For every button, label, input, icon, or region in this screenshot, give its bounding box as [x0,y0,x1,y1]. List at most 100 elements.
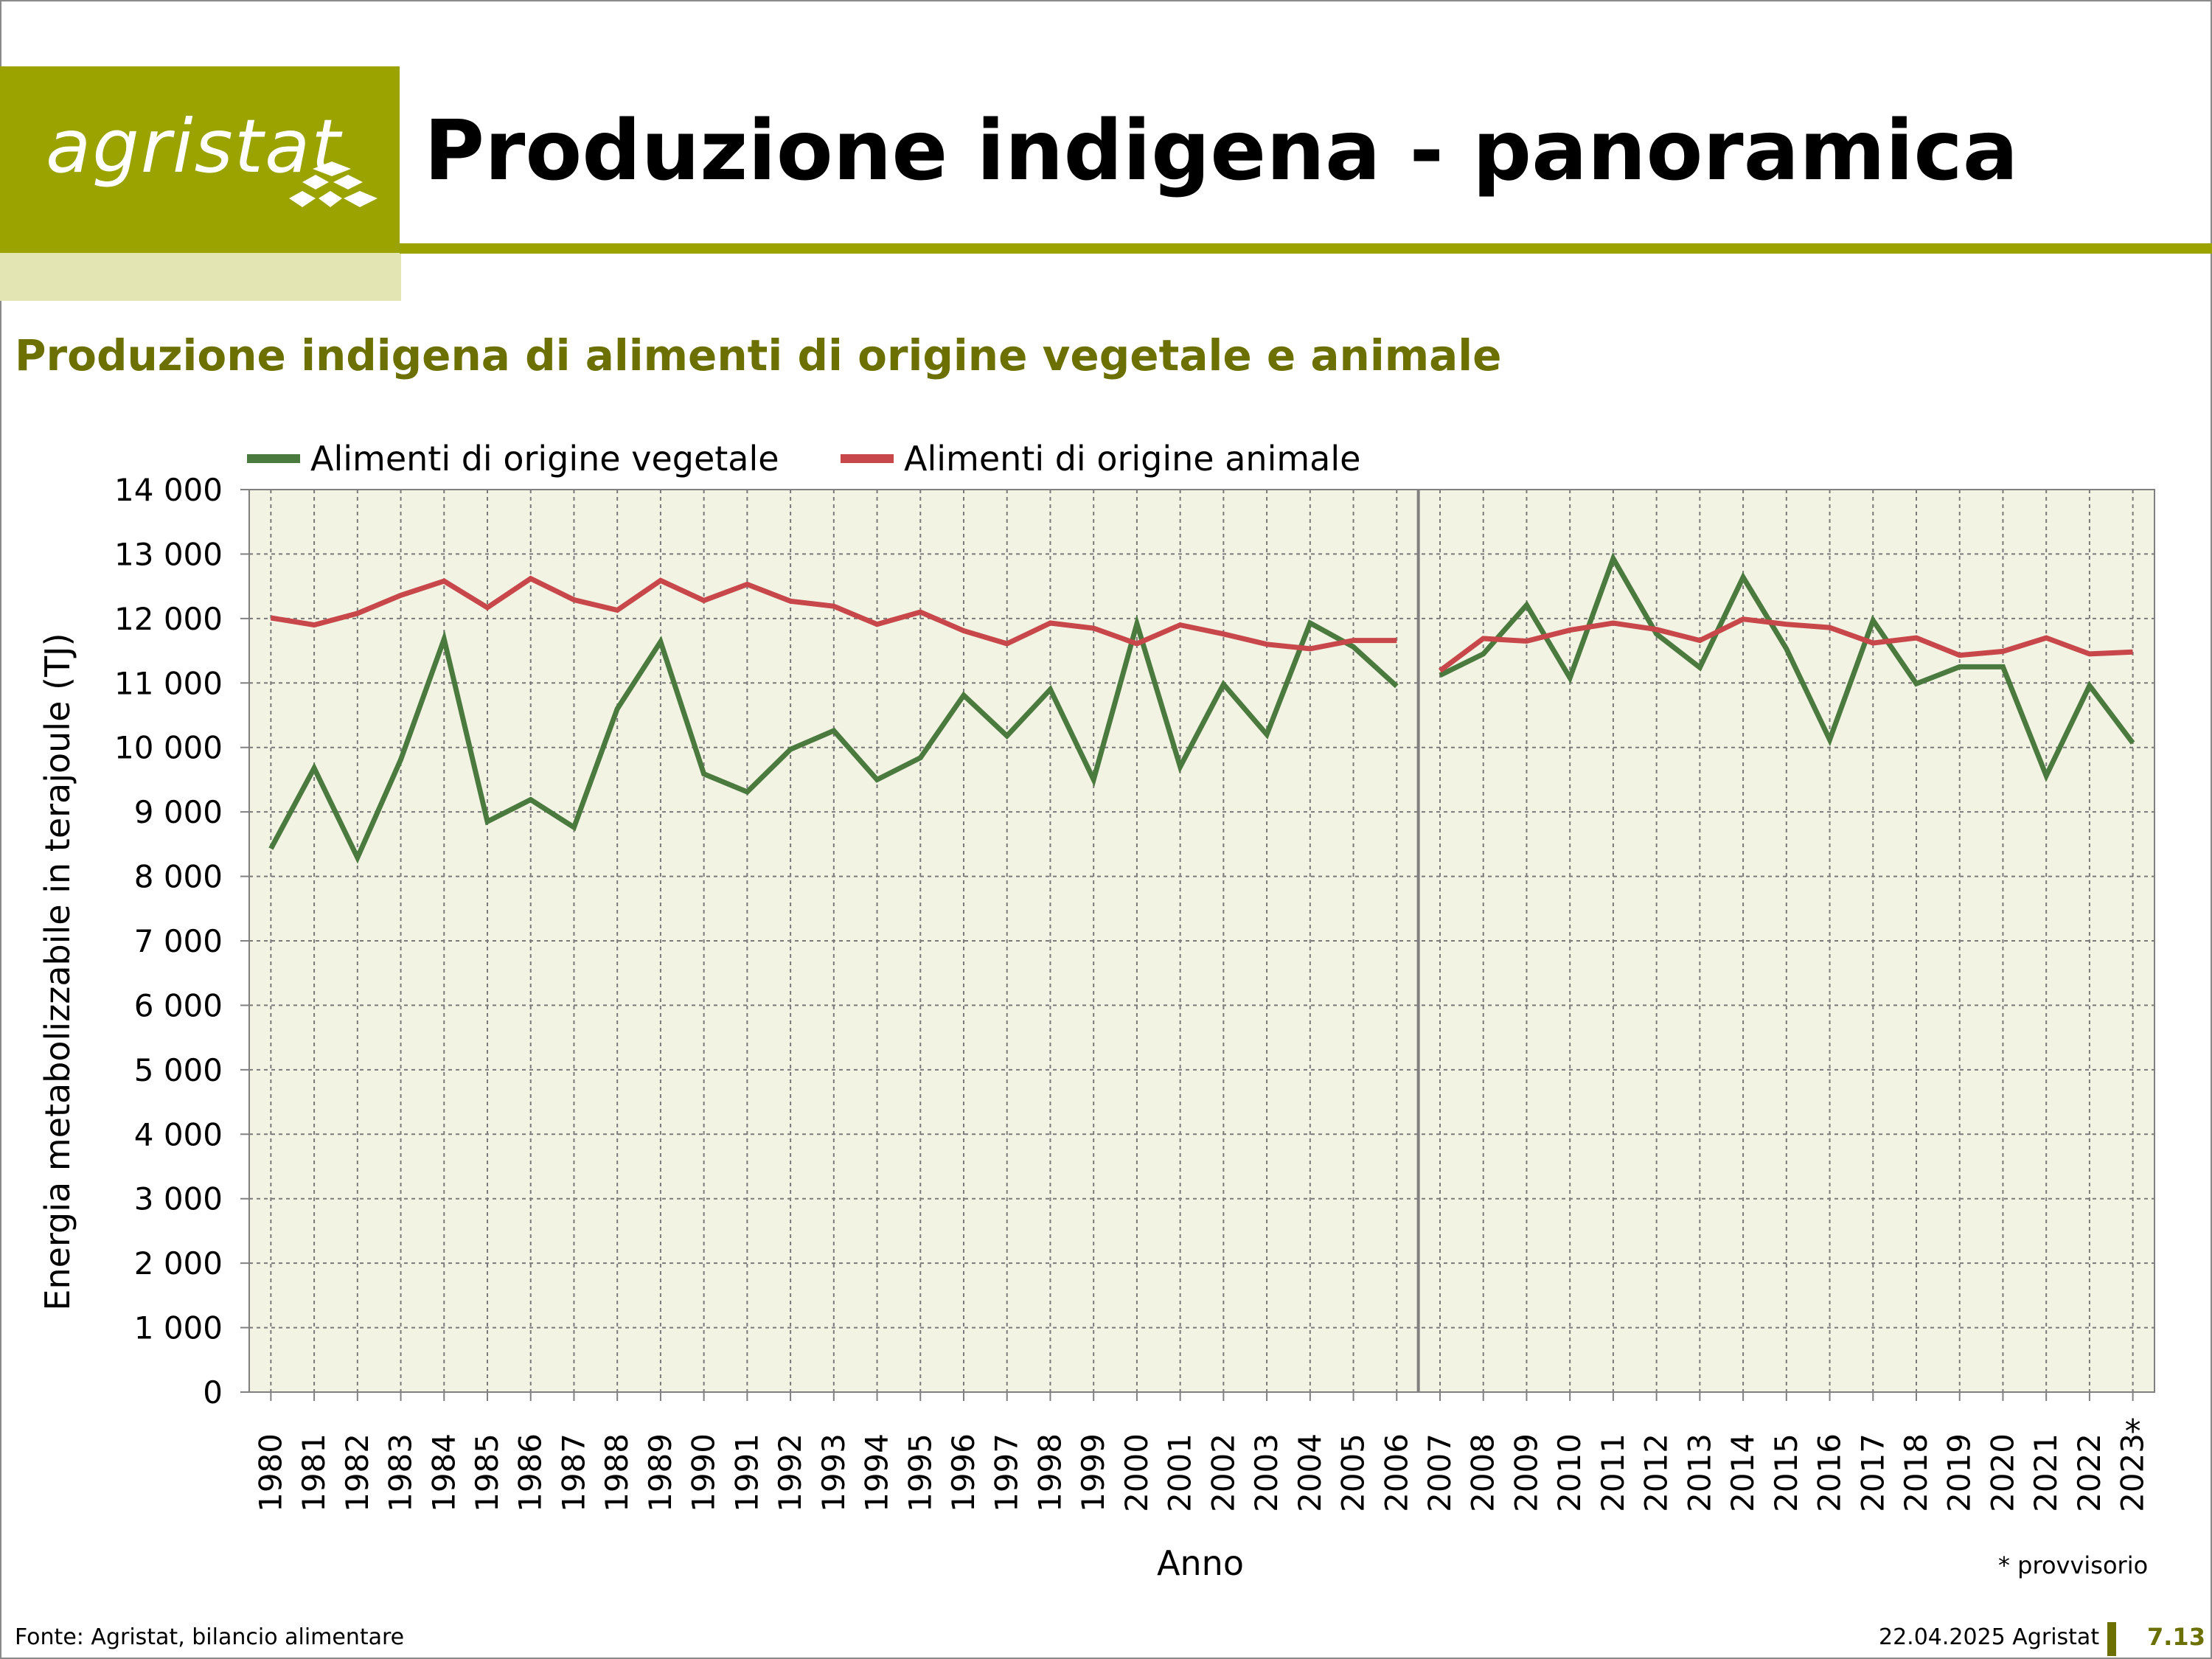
x-tick-label: 1985 [469,1433,505,1512]
point-animale [1437,668,1443,674]
logo-panel [0,66,400,253]
point-vegetale [961,692,967,698]
point-animale [2087,651,2093,657]
legend-item-animale: Alimenti di origine animale [841,439,1360,479]
point-vegetale [1827,737,1833,742]
point-animale [917,609,923,615]
point-animale [1394,638,1399,644]
chart-title: Produzione indigena di alimenti di origi… [15,330,1502,380]
point-animale [1004,641,1010,647]
point-vegetale [917,755,923,761]
point-vegetale [355,855,361,860]
x-tick-label: 2014 [1725,1433,1761,1512]
x-tick-label: 2018 [1898,1433,1934,1512]
x-tick-label: 2010 [1551,1433,1587,1512]
x-tick-label: 2021 [2028,1433,2064,1512]
y-tick-label: 13 000 [114,536,223,572]
x-tick-label: 1986 [512,1433,549,1512]
point-vegetale [874,776,880,782]
point-vegetale [1220,681,1226,687]
page-title: Produzione indigena - panoramica [424,103,2019,199]
footer-date: 22.04.2025 Agristat [1879,1624,2100,1650]
point-animale [1178,622,1183,628]
point-vegetale [1784,646,1790,652]
point-vegetale [1523,602,1529,608]
point-animale [1610,620,1616,626]
x-tick-label: 2009 [1508,1433,1544,1512]
point-animale [1351,638,1357,644]
x-tick-label: 2002 [1205,1433,1241,1512]
point-vegetale [831,728,837,734]
x-tick-label: 2011 [1595,1433,1631,1512]
point-vegetale [2000,664,2006,669]
x-tick-label: 2012 [1638,1433,1674,1512]
point-vegetale [1178,764,1183,770]
point-vegetale [1913,681,1919,686]
point-vegetale [571,824,577,830]
point-animale [398,592,404,598]
point-animale [1654,627,1660,633]
point-vegetale [528,797,534,803]
x-tick-label: 2017 [1854,1433,1891,1512]
point-vegetale [1264,731,1270,737]
point-animale [1697,638,1703,644]
x-tick-label: 1998 [1032,1433,1068,1512]
point-animale [1091,625,1096,631]
plot-border [248,489,2155,1393]
x-tick-label: 2000 [1119,1433,1155,1512]
point-animale [1827,625,1833,630]
point-vegetale [1004,733,1010,739]
point-vegetale [1307,620,1313,626]
x-tick-label: 2015 [1768,1433,1804,1512]
point-vegetale [1567,675,1573,681]
point-vegetale [311,765,317,771]
point-animale [614,607,620,613]
x-tick-label: 1991 [728,1433,765,1512]
point-vegetale [1740,574,1746,580]
y-tick-label: 8 000 [134,859,223,895]
x-tick-label: 1981 [296,1433,332,1512]
agristat-logo-mark-icon [289,161,378,207]
point-animale [2130,649,2136,655]
series-line-animale [1438,616,2133,673]
x-tick-label: 2003 [1248,1433,1284,1512]
point-vegetale [787,746,793,752]
x-tick-label: 1983 [383,1433,419,1512]
point-vegetale [1610,556,1616,562]
x-tick-label: 1989 [642,1433,678,1512]
x-tick-label: 2004 [1292,1433,1328,1512]
x-tick-label: 2005 [1335,1433,1371,1512]
x-tick-label: 1994 [859,1433,895,1512]
point-vegetale [2130,740,2136,746]
point-vegetale [701,771,707,777]
y-tick-label: 14 000 [114,472,223,508]
x-tick-label: 2020 [1984,1433,2020,1512]
point-vegetale [1870,617,1876,623]
point-animale [441,578,447,584]
series-line-vegetale [1439,552,2135,782]
y-tick-label: 0 [203,1374,223,1411]
point-vegetale [1481,651,1486,657]
footer-source: Fonte: Agristat, bilancio alimentare [15,1624,405,1650]
point-vegetale [2043,773,2049,779]
point-animale [355,611,361,616]
point-vegetale [398,757,404,762]
logo-underbar [0,253,401,301]
x-tick-label: 1990 [686,1433,722,1512]
point-animale [311,622,317,628]
point-animale [1307,646,1313,652]
point-vegetale [614,706,620,712]
series-line-vegetale [268,614,1399,864]
x-tick-label: 2007 [1422,1433,1458,1512]
point-animale [1913,635,1919,641]
y-tick-label: 2 000 [134,1245,223,1281]
point-animale [1523,638,1529,644]
footer-page-number: 7.13 [2147,1623,2205,1651]
point-animale [744,582,750,588]
point-vegetale [1047,686,1053,692]
point-vegetale [1697,664,1703,670]
point-animale [1957,653,1963,658]
point-vegetale [1957,664,1963,669]
point-animale [2043,635,2049,641]
point-animale [658,577,664,583]
